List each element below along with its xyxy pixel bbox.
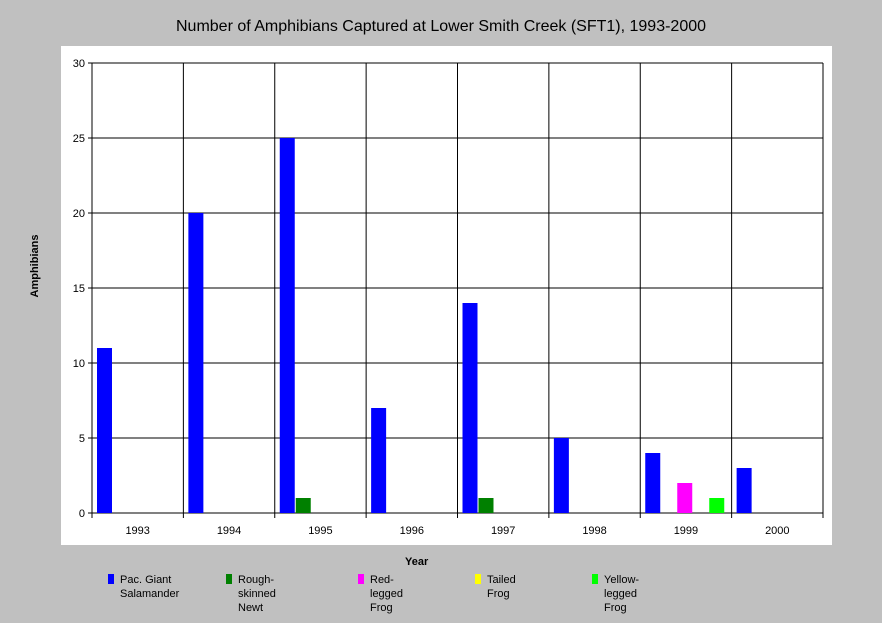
bar — [462, 303, 478, 513]
x-tick-label: 2000 — [765, 525, 789, 537]
bar — [645, 453, 661, 513]
x-tick-label: 1993 — [125, 525, 149, 537]
bar — [736, 468, 752, 513]
bar — [371, 408, 387, 513]
bar — [97, 348, 112, 513]
legend-label: Pac. Giant Salamander — [120, 574, 180, 600]
y-tick-label: 0 — [79, 508, 85, 520]
bar — [188, 213, 204, 513]
bar — [279, 138, 295, 513]
x-tick-label: 1996 — [400, 525, 424, 537]
x-tick-label: 1997 — [491, 525, 515, 537]
plot-panel: 0 5 10 15 20 25 30 1993 1994 1995 1996 1997 1998 1999… — [61, 46, 832, 545]
legend-label: Tailed Frog — [487, 574, 516, 600]
y-tick-label: 15 — [73, 283, 85, 295]
legend-label: Rough-skinned Newt — [238, 574, 276, 614]
legend-swatch — [358, 574, 364, 584]
x-axis-label: Year — [405, 556, 429, 568]
y-tick-label: 5 — [79, 433, 85, 445]
legend-swatch — [226, 574, 232, 584]
bar — [478, 498, 494, 513]
x-tick-label: 1995 — [308, 525, 332, 537]
bar — [677, 483, 693, 513]
bar — [553, 438, 569, 513]
y-axis-label: Amphibians — [29, 234, 41, 298]
y-tick-label: 10 — [73, 358, 85, 370]
x-tick-label: 1999 — [674, 525, 698, 537]
y-tick-label: 20 — [73, 208, 85, 220]
legend-label: Yellow-legged Frog — [604, 574, 640, 614]
y-tick-label: 30 — [73, 58, 85, 70]
legend-swatch — [108, 574, 114, 584]
x-tick-label: 1998 — [582, 525, 606, 537]
x-tick-label: 1994 — [217, 525, 241, 537]
y-tick-label: 25 — [73, 133, 85, 145]
legend-swatch — [592, 574, 598, 584]
bar — [709, 498, 725, 513]
chart-svg: 0 5 10 15 20 25 30 1993 1994 1995 1996 1997 1998 1999… — [73, 58, 824, 537]
legend-swatch — [475, 574, 481, 584]
legend-label: Red-legged Frog — [370, 574, 404, 614]
chart-title: Number of Amphibians Captured at Lower S… — [175, 18, 707, 35]
bar — [295, 498, 311, 513]
